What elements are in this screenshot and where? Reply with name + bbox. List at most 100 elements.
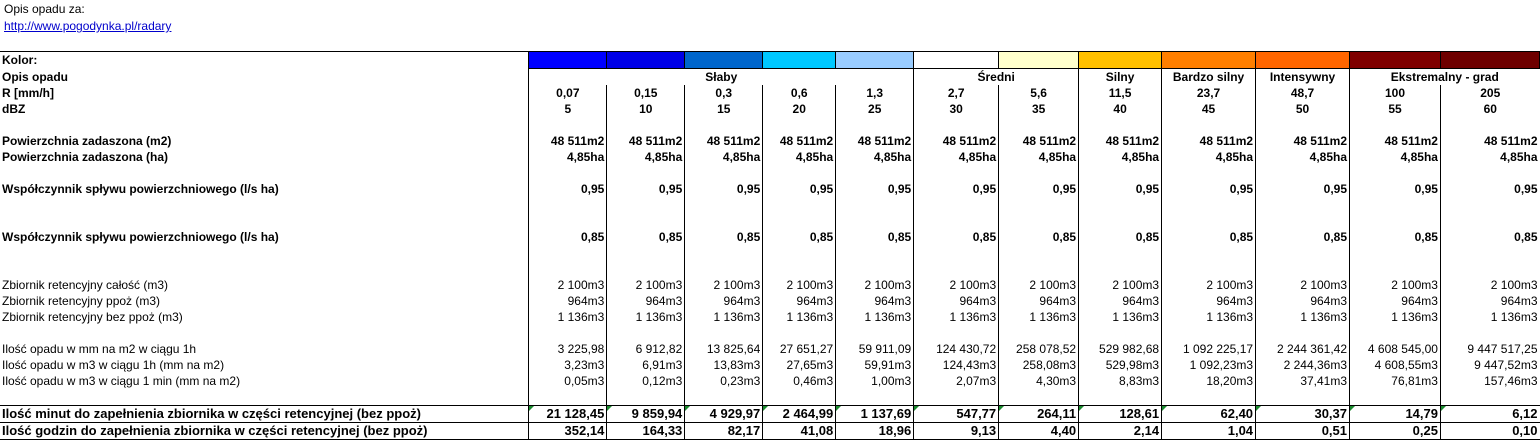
group-label: Słaby (528, 68, 914, 85)
blank-cell (913, 261, 999, 277)
dbz-value: 25 (835, 101, 914, 117)
value-cell: 2,07m3 (913, 373, 999, 389)
value-cell: 4,85ha (684, 149, 763, 165)
row-label: Ilość minut do zapełnienia zbiornika w c… (0, 405, 529, 423)
value-cell: 4 608,55m3 (1349, 357, 1441, 373)
error-indicator-icon (1079, 406, 1085, 411)
source-link[interactable]: http://www.pogodynka.pl/radary (4, 19, 172, 33)
value-cell: 4,40 (998, 422, 1079, 440)
value-cell: 76,81m3 (1349, 373, 1441, 389)
value-cell: 59 911,09 (835, 341, 914, 357)
r-value: 11,5 (1078, 85, 1162, 101)
value-cell: 2 100m3 (913, 277, 999, 293)
value-cell: 0,95 (1255, 181, 1350, 197)
blank-cell (1078, 261, 1162, 277)
value-cell: 4,85ha (606, 149, 685, 165)
color-swatch-10 (1255, 51, 1351, 69)
value-cell: 41,08 (762, 422, 836, 440)
blank-cell (528, 117, 607, 133)
blank-cell (1161, 261, 1256, 277)
value-cell: 164,33 (606, 422, 685, 440)
blank-cell (1078, 117, 1162, 133)
r-value: 1,3 (835, 85, 914, 101)
blank-cell (1078, 245, 1162, 261)
blank-cell (1439, 245, 1540, 261)
value-cell: 6,12 (1439, 405, 1540, 423)
row-il-m3min: Ilość opadu w m3 w ciągu 1 min (mm na m2… (0, 373, 1540, 389)
value-cell: 18,20m3 (1161, 373, 1256, 389)
row-pow-ha: Powierzchnia zadaszona (ha) 4,85ha 4,85ha 4… (0, 149, 1540, 165)
blank-cell (1255, 197, 1350, 213)
blank-cell (998, 213, 1079, 229)
value-cell: 264,11 (998, 405, 1079, 423)
blank-cell (606, 389, 685, 406)
value-cell: 964m3 (913, 293, 999, 309)
value-cell: 18,96 (835, 422, 914, 440)
blank-cell (762, 117, 836, 133)
error-indicator-icon (836, 406, 842, 411)
blank-cell (684, 261, 763, 277)
value-cell: 48 511m2 (1439, 133, 1540, 149)
blank-cell (1161, 389, 1256, 406)
value-cell: 4,85ha (998, 149, 1079, 165)
error-indicator-icon (1350, 406, 1356, 411)
color-swatch-5 (835, 51, 915, 69)
value-cell: 964m3 (998, 293, 1079, 309)
value-cell: 2 100m3 (1349, 277, 1441, 293)
row-zb-bez: Zbiornik retencyjny bez ppoż (m3) 1 136m3… (0, 309, 1540, 325)
blank-label (0, 389, 529, 406)
row-minuty: Ilość minut do zapełnienia zbiornika w c… (0, 405, 1540, 423)
value-cell: 0,85 (528, 229, 607, 245)
value-cell: 2 100m3 (1078, 277, 1162, 293)
value-cell: 1 136m3 (835, 309, 914, 325)
blank-row (0, 261, 1540, 277)
blank-cell (1255, 389, 1350, 406)
blank-cell (1078, 389, 1162, 406)
value-cell: 1 136m3 (1078, 309, 1162, 325)
value-cell: 0,85 (1255, 229, 1350, 245)
error-indicator-icon (1162, 406, 1168, 411)
color-swatch-6 (913, 51, 1000, 69)
blank-cell (606, 197, 685, 213)
blank-cell (835, 197, 914, 213)
blank-cell (1161, 245, 1256, 261)
value-cell: 1 137,69 (835, 405, 914, 423)
blank-cell (1439, 389, 1540, 406)
blank-cell (1439, 261, 1540, 277)
blank-cell (762, 261, 836, 277)
value-cell: 4,85ha (1078, 149, 1162, 165)
dbz-label: dBZ (2, 102, 26, 116)
value-cell: 964m3 (762, 293, 836, 309)
row-wsp1: Współczynnik spływu powierzchniowego (l/… (0, 181, 1540, 197)
value-cell: 0,85 (1161, 229, 1256, 245)
blank-cell (1078, 325, 1162, 341)
value-cell: 4 929,97 (684, 405, 763, 423)
value-cell: 6 912,82 (606, 341, 685, 357)
blank-cell (1439, 197, 1540, 213)
blank-cell (1255, 117, 1350, 133)
group-label: Średni (913, 68, 1079, 85)
value-cell: 2 244 361,42 (1255, 341, 1350, 357)
blank-cell (1439, 213, 1540, 229)
error-indicator-icon (763, 406, 769, 411)
dbz-value: 15 (684, 101, 763, 117)
group-label: Bardzo silny (1161, 68, 1256, 85)
value-cell: 8,83m3 (1078, 373, 1162, 389)
row-label: Zbiornik retencyjny ppoż (m3) (2, 294, 161, 308)
value-cell: 529 982,68 (1078, 341, 1162, 357)
value-cell: 1 092 225,17 (1161, 341, 1256, 357)
value-cell: 1 136m3 (1349, 309, 1441, 325)
color-swatch-11 (1349, 51, 1441, 69)
value-cell: 2 464,99 (762, 405, 836, 423)
value-cell: 9 447 517,25 (1439, 341, 1540, 357)
blank-cell (913, 213, 999, 229)
value-cell: 0,85 (1078, 229, 1162, 245)
value-cell: 48 511m2 (606, 133, 685, 149)
blank-label (0, 261, 529, 277)
value-cell: 0,85 (1439, 229, 1540, 245)
value-cell: 0,85 (998, 229, 1079, 245)
group-label: Intensywny (1255, 68, 1350, 85)
value-cell: 0,95 (606, 181, 685, 197)
value-cell: 0,51 (1255, 422, 1350, 440)
value-cell: 6,91m3 (606, 357, 685, 373)
